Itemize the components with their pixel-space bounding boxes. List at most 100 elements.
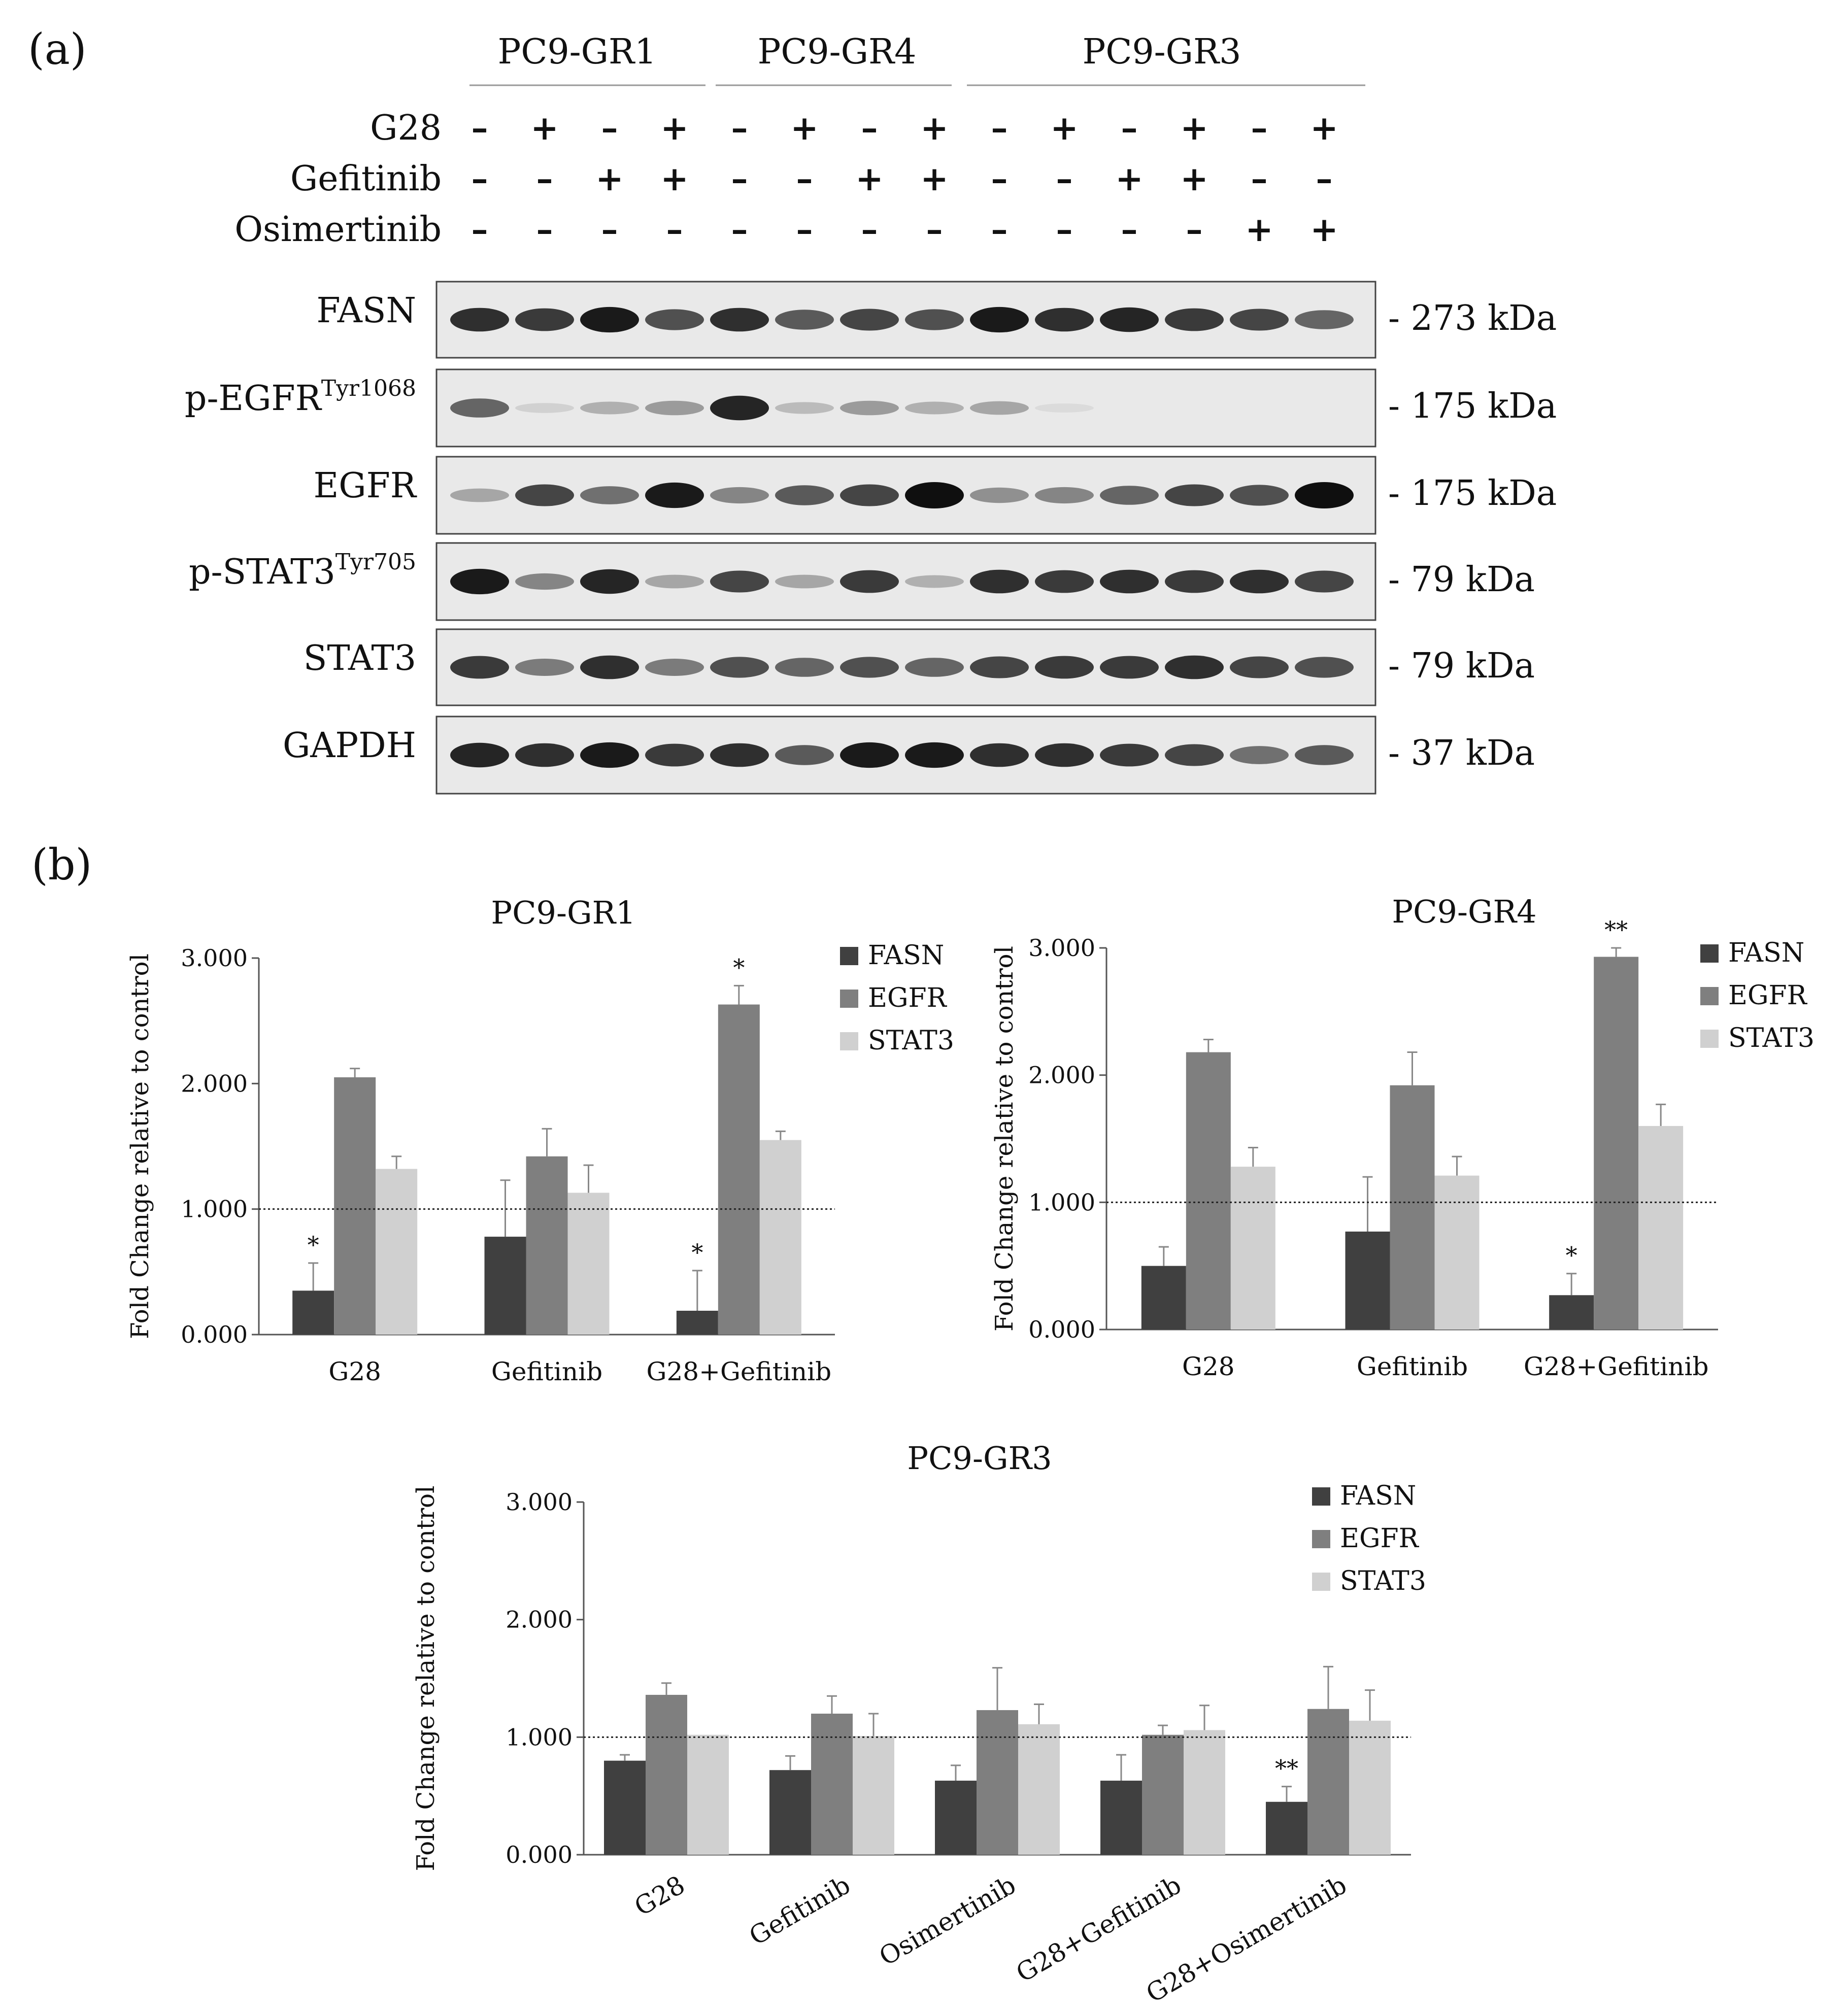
protein-label-main: p-EGFR (185, 379, 322, 419)
treatment-sign: + (1310, 108, 1338, 148)
legend-swatch (1700, 987, 1719, 1005)
blot-band (1295, 482, 1354, 508)
y-axis-label: Fold Change relative to control (126, 953, 154, 1339)
bar-stat3 (376, 1169, 418, 1335)
protein-label-main: p-STAT3 (189, 552, 335, 592)
treatment-sign: + (1180, 159, 1208, 198)
bar-fasn (769, 1770, 811, 1855)
treatment-sign: – (861, 210, 878, 249)
y-axis-label: Fold Change relative to control (412, 1486, 440, 1871)
treatment-sign: + (660, 108, 688, 148)
treatment-sign: – (472, 210, 488, 249)
legend-label: FASN (1340, 1481, 1416, 1511)
bar-stat3 (567, 1193, 610, 1335)
x-tick-label: G28+Gefitinib (1011, 1870, 1186, 1988)
treatment-sign: – (731, 159, 748, 198)
blot-band (1165, 308, 1224, 331)
protein-label: p-EGFRTyr1068 (185, 376, 416, 419)
y-tick-label: 2.000 (181, 1070, 248, 1097)
blot-band (775, 310, 834, 330)
bar-fasn (292, 1290, 334, 1335)
treatment-sign: – (1251, 108, 1268, 148)
bar-fasn (935, 1781, 977, 1855)
blot-band (1295, 745, 1354, 765)
group-label: PC9-GR4 (758, 32, 917, 72)
treatment-sign: – (991, 159, 1008, 198)
blot-band (970, 569, 1029, 594)
blot-band (905, 742, 964, 768)
blot-band (1295, 570, 1354, 593)
bar-fasn (1141, 1266, 1186, 1330)
bar-fasn (1549, 1295, 1594, 1330)
blot-band (580, 306, 639, 333)
bar-stat3 (1230, 1167, 1275, 1330)
bar-egfr (646, 1694, 687, 1855)
blot-band (515, 308, 574, 331)
blot-band (905, 658, 964, 677)
treatment-sign: – (991, 210, 1008, 249)
blot-band (450, 568, 509, 595)
blot-band (580, 742, 639, 768)
blot-band (1100, 486, 1159, 505)
legend-swatch (1312, 1573, 1330, 1591)
protein-label: EGFR (314, 466, 417, 506)
treatment-sign: – (991, 108, 1008, 148)
panel-b-label: (b) (31, 840, 92, 890)
protein-label: p-STAT3Tyr705 (189, 549, 416, 592)
y-tick-label: 0.000 (1028, 1316, 1095, 1343)
bar-fasn (484, 1237, 526, 1335)
blot-band (1230, 569, 1289, 594)
blot-band (450, 488, 509, 502)
treatment-sign: – (1251, 159, 1268, 198)
treatment-sign: + (1050, 108, 1078, 148)
blot-band (645, 743, 704, 767)
blot-band (580, 401, 639, 415)
legend-label: FASN (868, 940, 944, 971)
legend-label: EGFR (1728, 980, 1808, 1011)
blot-band (580, 486, 639, 504)
group-label: PC9-GR3 (1083, 32, 1241, 72)
blot-band (840, 309, 899, 331)
blot-band (710, 395, 769, 421)
x-tick-label: Gefitinib (1357, 1352, 1468, 1381)
bar-stat3 (759, 1140, 801, 1335)
blot-band (710, 743, 769, 767)
bar-stat3 (1018, 1724, 1060, 1855)
treatment-sign: – (472, 108, 488, 148)
blot-band (580, 655, 639, 679)
blot-band (775, 485, 834, 505)
treatment-label: Osimertinib (234, 210, 442, 250)
blot-band (970, 656, 1029, 678)
treatment-label: G28 (370, 108, 442, 148)
treatment-sign: – (601, 108, 618, 148)
treatment-sign: + (1310, 210, 1338, 249)
treatment-sign: – (796, 159, 813, 198)
x-tick-label: Osimertinib (874, 1870, 1021, 1971)
treatment-sign: + (660, 159, 688, 198)
treatment-sign: – (861, 108, 878, 148)
blot-band (1035, 403, 1094, 413)
blot-band (580, 569, 639, 594)
molecular-weight-label: - 79 kDa (1388, 560, 1535, 600)
blot-band (1100, 307, 1159, 332)
blot-band (1035, 656, 1094, 679)
bar-stat3 (853, 1736, 894, 1855)
legend-swatch (1312, 1487, 1330, 1506)
blot-band (970, 487, 1029, 503)
bar-stat3 (687, 1734, 729, 1855)
y-tick-label: 1.000 (1028, 1188, 1095, 1216)
significance-marker: * (308, 1231, 319, 1258)
blot-band (1100, 743, 1159, 767)
treatment-sign: + (1115, 159, 1143, 198)
legend-swatch (840, 1032, 858, 1050)
blot-band (1230, 309, 1289, 331)
treatment-sign: + (920, 159, 948, 198)
treatment-sign: + (855, 159, 883, 198)
blot-band (710, 487, 769, 504)
blot-band (645, 659, 704, 676)
blot-band (905, 482, 964, 508)
protein-label: GAPDH (283, 726, 416, 766)
treatment-sign: + (1180, 108, 1208, 148)
